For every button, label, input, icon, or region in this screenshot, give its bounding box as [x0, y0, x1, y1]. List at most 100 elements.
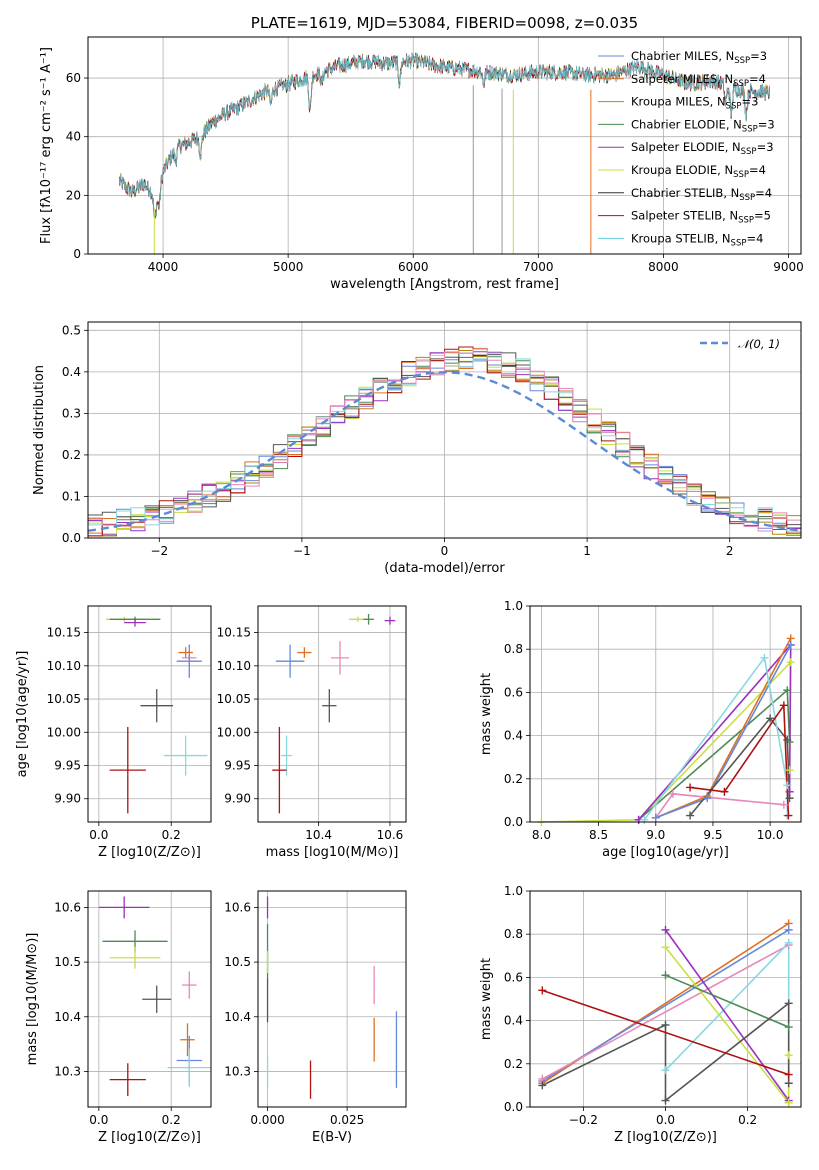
panel-1: 4000 5000 6000 7000 8000 9000 0 20 40 60 wavelengt…: [39, 14, 804, 292]
y-tick-label: 0.2: [504, 772, 523, 786]
x-tick-label: 0.0: [89, 1113, 108, 1127]
legend-subscript: SSP: [734, 56, 750, 66]
legend-value: =4: [755, 186, 772, 200]
weight-line: [541, 660, 792, 822]
y-tick-label: 10.6: [54, 900, 81, 914]
weight-marker: [783, 735, 792, 744]
weight-marker: [784, 938, 793, 947]
weight-marker: [640, 815, 649, 824]
weight-line: [689, 702, 790, 816]
weight-marker: [703, 794, 712, 803]
panel-4: 10.4 10.6 9.90 9.95 10.00 10.05 10.10 10.15 mass…: [217, 605, 407, 860]
x-axis-label: wavelength [Angstrom, rest frame]: [330, 277, 559, 292]
x-tick-label: 10.6: [377, 828, 404, 842]
legend-subscript: SSP: [739, 193, 755, 203]
legend-value: =3: [757, 140, 774, 154]
legend-label: 𝒩(0, 1): [738, 337, 780, 351]
y-tick-label: 0.3: [62, 406, 81, 420]
y-tick-label: 10.00: [217, 725, 251, 739]
spectrum-line: [118, 53, 771, 217]
x-tick-label: 8.5: [589, 828, 608, 842]
x-tick-label: 8.0: [532, 828, 551, 842]
weight-marker: [661, 925, 670, 934]
legend-label: Kroupa MILES, NSSP=3: [631, 95, 758, 112]
x-tick-label: 7000: [523, 260, 554, 274]
plot-area: [272, 613, 396, 814]
normal-curve: [88, 371, 801, 532]
legend-value: =3: [758, 117, 775, 131]
plot-area: [266, 896, 398, 1099]
weight-marker: [785, 766, 794, 775]
weight-marker: [661, 1020, 670, 1029]
y-tick-label: 0.2: [62, 448, 81, 462]
weight-line: [638, 688, 791, 821]
x-axis-label: mass [log10(M/M⊙)]: [266, 845, 399, 860]
weight-marker: [784, 999, 793, 1008]
panel-6: 0.0 0.2 10.3 10.4 10.5 10.6 Z [log10(Z/Z⊙)] mas…: [25, 890, 212, 1145]
y-tick-label: 10.05: [217, 692, 251, 706]
y-tick-label: 9.95: [224, 759, 251, 773]
weight-marker: [661, 1066, 670, 1075]
y-tick-label: 10.6: [224, 900, 251, 914]
y-tick-label: 10.5: [54, 955, 81, 969]
legend-label: Chabrier ELODIE, NSSP=3: [631, 117, 775, 134]
legend-value: =4: [749, 163, 766, 177]
legend-text: Salpeter MILES, N: [631, 72, 733, 86]
y-tick-label: 1.0: [504, 599, 523, 613]
x-tick-label: −1: [293, 544, 311, 558]
x-tick-label: 0.000: [250, 1113, 284, 1127]
legend-text: Salpeter STELIB, N: [631, 209, 738, 223]
legend-value: =4: [746, 231, 763, 245]
x-tick-label: 0.0: [89, 828, 108, 842]
y-tick-label: 10.15: [47, 626, 81, 640]
y-tick-label: 0: [73, 247, 81, 261]
weight-marker: [783, 781, 792, 790]
legend-value: =5: [754, 209, 771, 223]
plot-area: [88, 346, 801, 537]
y-tick-label: 10.15: [217, 626, 251, 640]
weight-line: [637, 642, 792, 821]
x-tick-label: 5000: [273, 260, 304, 274]
y-tick-label: 10.00: [47, 725, 81, 739]
weight-line: [655, 793, 784, 819]
y-tick-label: 0.5: [62, 323, 81, 337]
y-axis-label: mass [log10(M/M⊙)]: [25, 933, 40, 1066]
y-tick-label: 9.90: [54, 792, 81, 806]
x-tick-label: 0.025: [330, 1113, 364, 1127]
y-tick-label: 9.95: [54, 759, 81, 773]
weight-marker: [661, 1096, 670, 1105]
y-tick-label: 0.4: [504, 1014, 523, 1028]
weight-line: [689, 717, 791, 817]
x-tick-label: 4000: [148, 260, 179, 274]
weight-marker: [784, 1070, 793, 1079]
axes-frame: [529, 890, 802, 1108]
axes-frame: [87, 321, 802, 539]
x-tick-label: 0.0: [656, 1113, 675, 1127]
y-axis-label: Normed distribution: [32, 365, 47, 495]
plot-area: [118, 52, 771, 254]
x-tick-label: 9.0: [646, 828, 665, 842]
x-tick-label: 10.4: [305, 828, 332, 842]
x-tick-label: 6000: [398, 260, 429, 274]
x-tick-label: 0: [441, 544, 449, 558]
y-tick-label: 40: [66, 130, 81, 144]
weight-marker: [661, 943, 670, 952]
weight-marker: [785, 794, 794, 803]
x-tick-label: 9000: [773, 260, 804, 274]
chart-title: PLATE=1619, MJD=53084, FIBERID=0098, z=0…: [251, 14, 638, 32]
weight-marker: [784, 811, 793, 820]
weight-marker: [786, 658, 795, 667]
panel-8: −0.2 0.0 0.2 0.0 0.2 0.4 0.6 0.8 1.0 Z [log10(Z/Z…: [479, 884, 802, 1145]
weight-marker: [538, 986, 547, 995]
x-tick-label: 10.0: [757, 828, 784, 842]
axes-frame: [529, 605, 802, 823]
legend-label: Kroupa STELIB, NSSP=4: [631, 231, 763, 248]
x-axis-label: age [log10(age/yr)]: [602, 845, 729, 860]
weight-line: [542, 989, 789, 1076]
weight-marker: [766, 714, 775, 723]
legend-label: Salpeter MILES, NSSP=4: [631, 72, 766, 89]
y-tick-label: 20: [66, 188, 81, 202]
y-tick-label: 0.0: [504, 815, 523, 829]
y-tick-label: 0.6: [504, 685, 523, 699]
